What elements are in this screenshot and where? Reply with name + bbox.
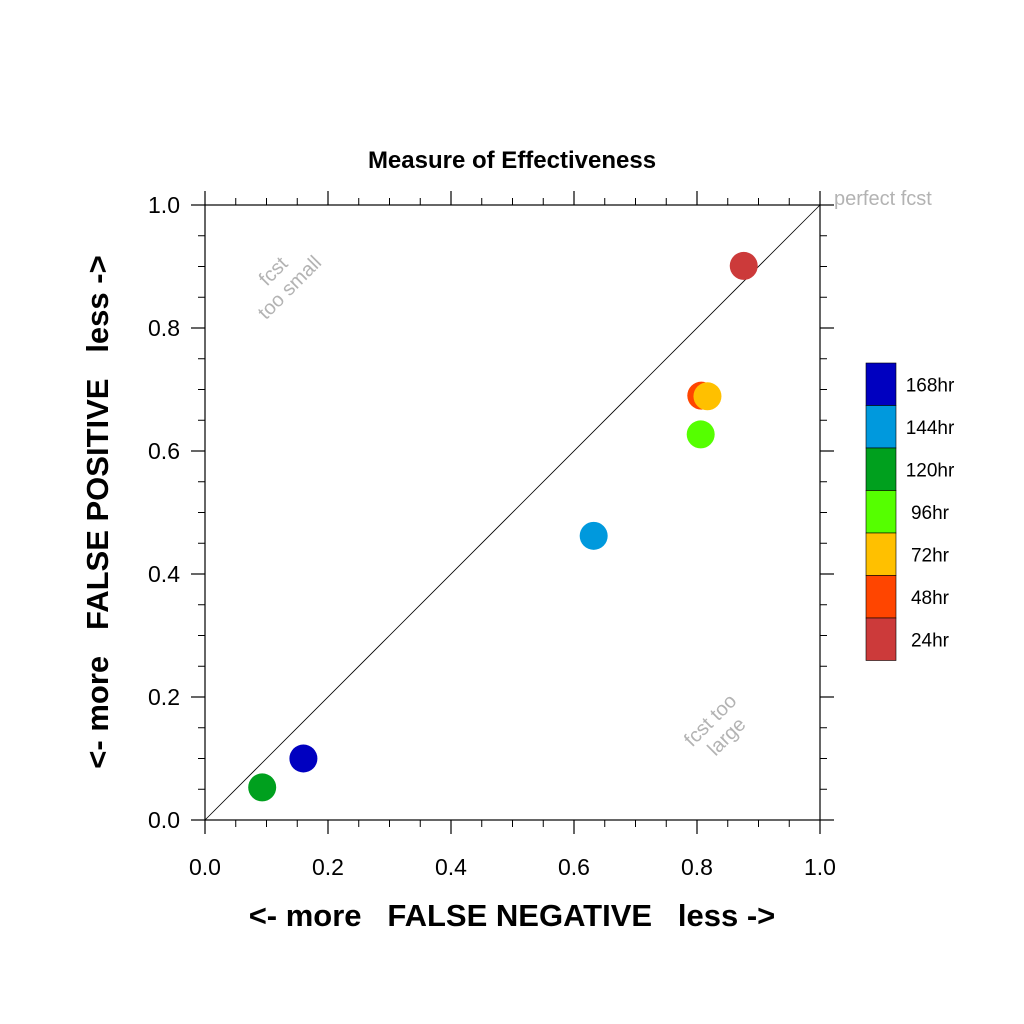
- legend-label-48hr: 48hr: [911, 588, 950, 609]
- y-tick-label: 0.0: [148, 807, 180, 833]
- y-tick-label: 0.4: [148, 561, 180, 587]
- legend-swatch-48hr: [865, 575, 897, 619]
- x-tick-label: 0.2: [312, 854, 344, 880]
- diagonal-line: [204, 204, 821, 821]
- legend-label-96hr: 96hr: [911, 503, 950, 524]
- plot-area: 0.0 0.0 0.2 0.2 0.4 0.4 0.6 0.6 0.8 0.8 1.0 1.0: [148, 191, 836, 880]
- data-point-144hr: [579, 521, 608, 550]
- y-tick-label: 0.6: [148, 438, 180, 464]
- legend-swatch-144hr: [865, 405, 897, 449]
- legend-swatch-24hr: [865, 617, 897, 661]
- y-tick-label: 0.8: [148, 315, 180, 341]
- chart-title: Measure of Effectiveness: [368, 147, 656, 174]
- ticks: 0.0 0.0 0.2 0.2 0.4 0.4 0.6 0.6 0.8 0.8 1.0 1.0: [148, 191, 836, 880]
- legend-label-144hr: 144hr: [906, 418, 955, 439]
- legend-swatch-168hr: [865, 362, 897, 406]
- y-tick-label: 1.0: [148, 192, 180, 218]
- legend-label-24hr: 24hr: [911, 630, 950, 651]
- x-tick-label: 0.4: [435, 854, 467, 880]
- y-tick-label: 0.2: [148, 684, 180, 710]
- data-point-120hr: [248, 773, 277, 802]
- data-point-96hr: [686, 420, 715, 449]
- x-tick-label: 0.0: [189, 854, 221, 880]
- x-axis-label: <- more FALSE NEGATIVE less ->: [249, 898, 776, 933]
- legend-label-168hr: 168hr: [906, 375, 955, 396]
- data-point-168hr: [289, 744, 318, 773]
- legend-label-72hr: 72hr: [911, 545, 950, 566]
- legend-label-120hr: 120hr: [906, 460, 955, 481]
- legend-swatch-120hr: [865, 447, 897, 491]
- fcst-too-small-line2: too small: [254, 252, 326, 324]
- legend: 168hr 144hr 120hr 96hr 72hr 48hr 24hr: [865, 362, 955, 661]
- x-tick-label: 1.0: [804, 854, 836, 880]
- x-tick-label: 0.8: [681, 854, 713, 880]
- data-points: [248, 251, 758, 802]
- legend-swatch-96hr: [865, 490, 897, 534]
- legend-swatch-72hr: [865, 532, 897, 576]
- y-axis-label: <- more FALSE POSITIVE less ->: [80, 255, 115, 768]
- data-point-24hr: [729, 251, 758, 280]
- data-point-72hr: [693, 382, 722, 411]
- x-tick-label: 0.6: [558, 854, 590, 880]
- perfect-fcst-label: perfect fcst: [834, 188, 932, 210]
